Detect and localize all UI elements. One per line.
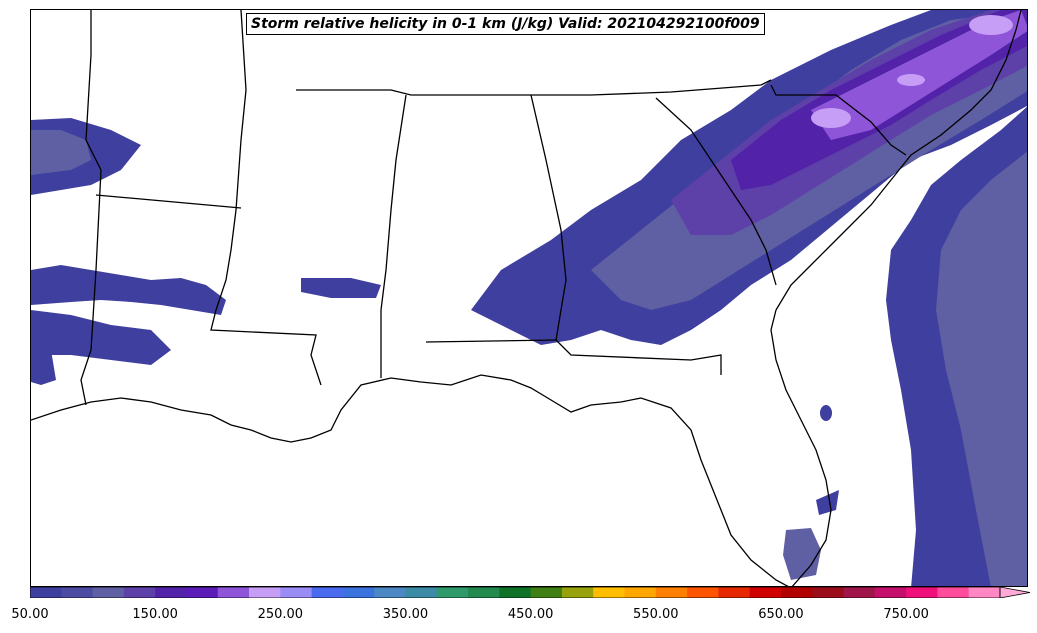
colorbar-segment (468, 587, 500, 598)
colorbar-segment (780, 587, 813, 598)
colorbar-segment (249, 587, 281, 598)
colorbar-segment (311, 587, 344, 598)
colorbar-segment (155, 587, 187, 598)
colorbar-tick-label: 150.00 (132, 607, 178, 622)
colorbar-tick-label: 350.00 (382, 607, 429, 622)
colorbar-segment (374, 587, 406, 598)
colorbar-segment (186, 587, 219, 598)
colorbar-outline (30, 587, 1001, 598)
colorbar-segment (749, 587, 782, 598)
colorbar-segment (405, 587, 438, 598)
colorbar-segment (655, 587, 688, 598)
colorbar-segment (280, 587, 313, 598)
colorbar-segment (687, 587, 719, 598)
colorbar-segment (874, 587, 907, 598)
colorbar-segment (30, 587, 62, 598)
colorbar-segment (61, 587, 94, 598)
colorbar-segment (436, 587, 469, 598)
colorbar-segment (530, 587, 563, 598)
colorbar-segment (217, 587, 250, 598)
colorbar-segment (812, 587, 845, 598)
colorbar-tick-label: 450.00 (507, 607, 554, 622)
colorbar-segment (342, 587, 375, 598)
colorbar-tick-label: 50.00 (11, 607, 49, 622)
helicity-shading (31, 10, 1027, 586)
colorbar-tick-label: 250.00 (257, 607, 304, 622)
colorbar-segment (968, 587, 1001, 598)
colorbar-segment (92, 587, 125, 598)
colorbar-segment (593, 587, 626, 598)
colorbar-segment (937, 587, 970, 598)
colorbar-extend-arrow (999, 587, 1031, 598)
geographic-boundaries (31, 10, 1022, 586)
colorbar-segment (906, 587, 938, 598)
colorbar-segment (718, 587, 751, 598)
map-panel (30, 9, 1028, 587)
colorbar-tick-label: 750.00 (883, 607, 929, 622)
colorbar-segment (843, 587, 876, 598)
colorbar-segment (624, 587, 657, 598)
colorbar-tick-label: 550.00 (633, 607, 679, 622)
colorbar-tick-label: 650.00 (758, 607, 804, 622)
colorbar-segment (561, 587, 594, 598)
helicity-map (31, 10, 1027, 586)
colorbar (30, 587, 1031, 598)
colorbar-segment (499, 587, 532, 598)
colorbar-segment (123, 587, 156, 598)
map-title: Storm relative helicity in 0-1 km (J/kg)… (246, 13, 765, 35)
